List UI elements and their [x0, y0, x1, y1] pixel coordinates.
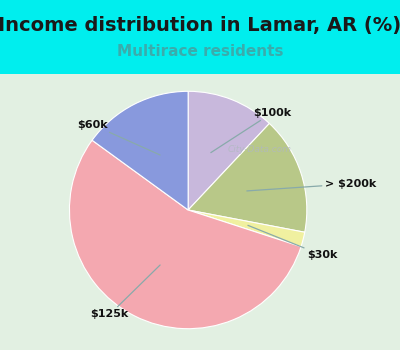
Wedge shape [92, 91, 188, 210]
Wedge shape [70, 140, 301, 329]
Text: City-Data.com: City-Data.com [228, 146, 292, 154]
Wedge shape [188, 124, 307, 232]
Text: Multirace residents: Multirace residents [117, 44, 283, 59]
Text: Income distribution in Lamar, AR (%): Income distribution in Lamar, AR (%) [0, 16, 400, 35]
Text: $60k: $60k [77, 120, 160, 155]
Wedge shape [188, 210, 305, 247]
Text: $125k: $125k [90, 265, 160, 320]
Text: $100k: $100k [211, 108, 292, 153]
Text: $30k: $30k [248, 225, 337, 260]
Text: > $200k: > $200k [247, 179, 376, 191]
Wedge shape [188, 91, 269, 210]
